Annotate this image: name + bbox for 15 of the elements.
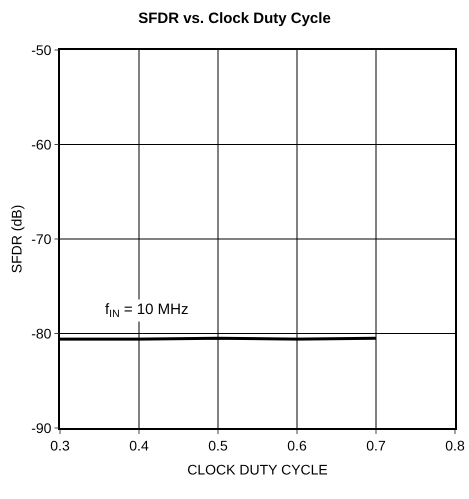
y-tick-label: -50 [31, 42, 52, 58]
x-tick-label: 0.4 [129, 438, 149, 454]
x-tick-label: 0.7 [366, 438, 386, 454]
x-tick-label: 0.8 [445, 438, 465, 454]
y-axis-title: SFDR (dB) [8, 204, 24, 274]
y-tick-label: -80 [31, 325, 52, 342]
y-tick-label: -60 [31, 136, 52, 152]
annotation: f$_{IN}$ = 10 MHz [105, 301, 188, 320]
y-tick-label: -90 [31, 420, 52, 436]
x-axis-title: CLOCK DUTY CYCLE [187, 461, 328, 478]
chart-title: SFDR vs. Clock Duty Cycle [138, 10, 331, 27]
x-tick-label: 0.3 [50, 438, 70, 454]
x-tick-label: 0.5 [208, 438, 228, 454]
x-tick-label: 0.6 [287, 438, 307, 454]
y-tick-label: -70 [31, 230, 52, 247]
